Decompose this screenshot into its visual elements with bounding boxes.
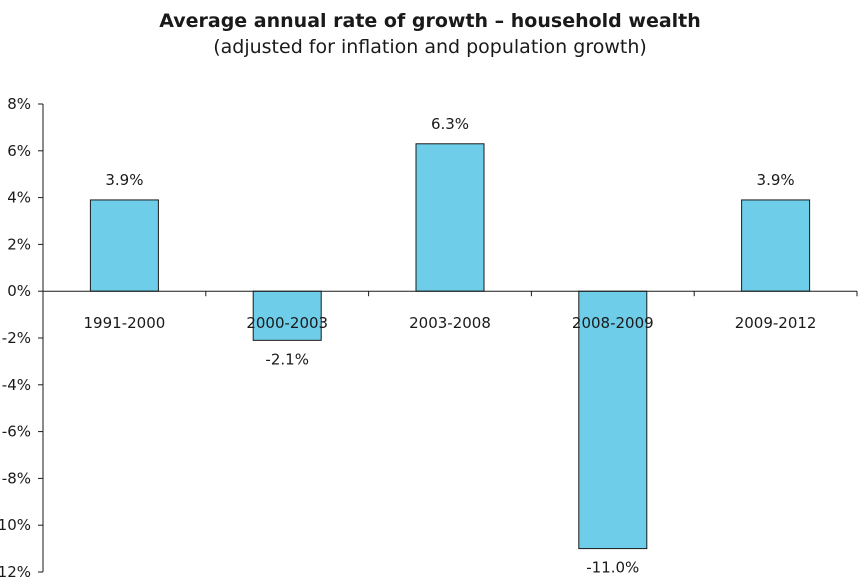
bar-2009-2012 <box>741 199 811 292</box>
category-label: 2000-2003 <box>246 314 328 332</box>
chart-subtitle: (adjusted for inflation and population g… <box>213 36 647 58</box>
chart-title: Average annual rate of growth – househol… <box>159 10 701 32</box>
data-label: 3.9% <box>105 171 143 189</box>
y-tick-label: -2% <box>2 329 31 347</box>
y-tick-label: 2% <box>7 235 31 253</box>
bar-2008-2009 <box>578 290 648 550</box>
data-label: 6.3% <box>431 115 469 133</box>
category-label: 2003-2008 <box>409 314 491 332</box>
bar-2000-2003 <box>252 290 322 341</box>
y-tick-label: 8% <box>7 95 31 113</box>
bar-1991-2000 <box>89 199 159 292</box>
y-tick-label: -10% <box>0 516 31 534</box>
y-tick-label: -8% <box>2 469 31 487</box>
y-tick-label: -6% <box>2 423 31 441</box>
y-tick-label: 4% <box>7 189 31 207</box>
category-label: 2009-2012 <box>735 314 817 332</box>
category-label: 2008-2009 <box>572 314 654 332</box>
y-tick-label: -4% <box>2 376 31 394</box>
y-tick-label: 6% <box>7 142 31 160</box>
bar-2003-2008 <box>415 143 485 292</box>
data-label: -2.1% <box>265 350 309 368</box>
category-label: 1991-2000 <box>84 314 166 332</box>
y-tick-label: 0% <box>7 282 31 300</box>
data-label: -11.0% <box>586 559 639 577</box>
y-tick-label: -12% <box>0 563 31 579</box>
data-label: 3.9% <box>757 171 795 189</box>
